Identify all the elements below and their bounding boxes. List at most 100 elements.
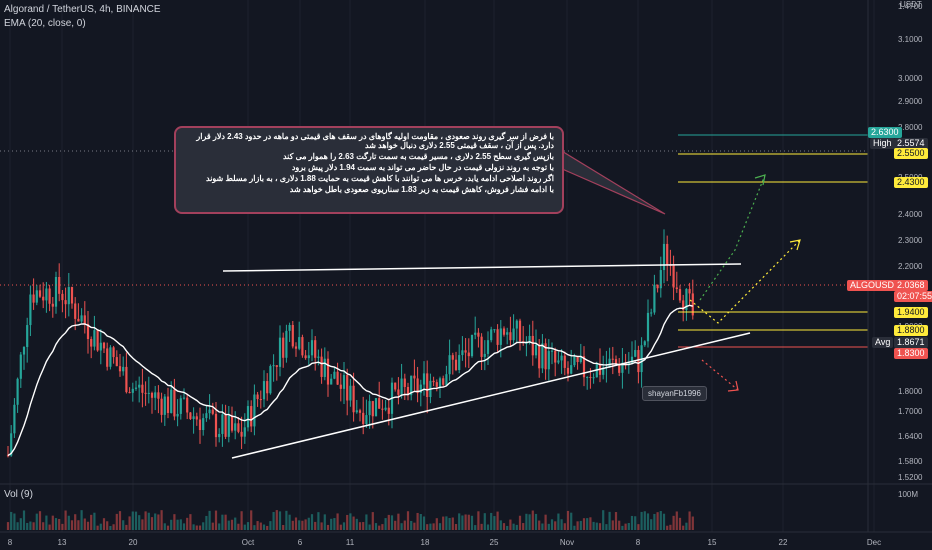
volume-bar	[554, 521, 556, 530]
volume-bar	[333, 518, 335, 530]
candle-body	[138, 385, 140, 388]
candle-body	[337, 372, 339, 385]
candle-body	[276, 365, 278, 367]
candle-body	[362, 413, 364, 424]
time-tick-label: 13	[58, 538, 67, 547]
candle-body	[439, 378, 441, 387]
volume-bar	[125, 525, 127, 530]
candle-body	[215, 414, 217, 437]
level-badge-1830: 1.8300	[894, 348, 928, 359]
candle-body	[637, 350, 639, 372]
volume-bar	[164, 523, 166, 530]
volume-bar	[474, 525, 476, 530]
candle-body	[535, 345, 537, 356]
volume-bar	[317, 512, 319, 530]
ema-legend[interactable]: EMA (20, close, 0)	[4, 18, 86, 29]
volume-bar	[260, 523, 262, 530]
candle-body	[461, 350, 463, 355]
volume-bar	[202, 522, 204, 530]
volume-bar	[442, 517, 444, 530]
volume-bar	[660, 511, 662, 530]
volume-bar	[71, 520, 73, 530]
volume-bar	[618, 521, 620, 530]
candle-body	[199, 419, 201, 430]
volume-bar	[525, 514, 527, 530]
volume-bar	[65, 511, 67, 530]
candle-body	[173, 390, 175, 417]
candle-body	[650, 312, 652, 313]
volume-bar	[596, 523, 598, 530]
note-line-1: با فرض از سر گیری روند صعودی ، مقاومت او…	[184, 132, 554, 150]
volume-bar	[177, 520, 179, 530]
author-tag[interactable]: shayanFb1996	[642, 386, 707, 401]
volume-bar	[625, 524, 627, 530]
volume-bar	[647, 513, 649, 530]
candle-body	[93, 330, 95, 346]
candle-body	[177, 414, 179, 417]
candle-body	[487, 340, 489, 354]
price-axis: 3.10003.00002.90002.80002.70002.50002.40…	[898, 0, 923, 499]
candle-body	[90, 339, 92, 347]
candle-body	[484, 354, 486, 357]
volume-bar	[295, 517, 297, 530]
volume-bar	[292, 521, 294, 530]
volume-bar	[135, 512, 137, 530]
candle-body	[359, 410, 361, 413]
candle-body	[372, 401, 374, 416]
candle-body	[81, 315, 83, 321]
volume-bar	[538, 521, 540, 530]
candle-body	[586, 377, 588, 378]
volume-bar	[583, 518, 585, 530]
candle-body	[65, 300, 67, 304]
candle-body	[135, 388, 137, 389]
volume-bar	[189, 514, 191, 530]
candle-body	[551, 351, 553, 352]
volume-bar	[330, 519, 332, 530]
level-badge-1940: 1.9400	[894, 307, 928, 318]
price-tick-label: 3.0000	[898, 74, 923, 83]
candle-body	[548, 351, 550, 369]
volume-bar	[593, 522, 595, 530]
price-tick-label: 2.3000	[898, 236, 923, 245]
time-tick-label: 15	[708, 538, 717, 547]
volume-bar	[378, 526, 380, 530]
volume-bar	[634, 516, 636, 530]
volume-bar	[605, 524, 607, 530]
volume-bar	[500, 520, 502, 530]
price-tick-label: 2.4000	[898, 210, 923, 219]
volume-bar	[493, 516, 495, 530]
time-axis: 8 13 20 Oct 6 11 18 25 Nov 8 15 22 Dec	[8, 538, 881, 547]
candle-body	[113, 347, 115, 357]
volume-bar	[602, 510, 604, 530]
volume-bar	[381, 524, 383, 530]
candle-body	[673, 265, 675, 287]
volume-bar	[103, 518, 105, 530]
candle-body	[71, 287, 73, 303]
volume-bar	[397, 514, 399, 530]
level-badge-2630: 2.6300	[868, 127, 902, 138]
candle-body	[573, 357, 575, 365]
time-tick-label: 25	[490, 538, 499, 547]
volume-bar	[61, 524, 63, 530]
volume-bar	[97, 526, 99, 530]
candle-body	[311, 340, 313, 355]
volume-bar	[154, 513, 156, 530]
volume-bar	[391, 515, 393, 530]
price-tick-label: 2.9000	[898, 97, 923, 106]
volume-legend[interactable]: Vol (9)	[4, 489, 33, 500]
volume-bar	[199, 526, 201, 530]
candle-body	[343, 375, 345, 389]
volume-bar	[650, 519, 652, 530]
volume-bar	[77, 520, 79, 530]
volume-bar	[663, 514, 665, 530]
price-tick-label: 2.2000	[898, 262, 923, 271]
volume-bar	[327, 525, 329, 530]
analysis-note[interactable]: با فرض از سر گیری روند صعودی ، مقاومت او…	[174, 126, 564, 214]
symbol-legend[interactable]: Algorand / TetherUS, 4h, BINANCE	[4, 4, 161, 15]
volume-bar	[337, 513, 339, 530]
candle-body	[516, 321, 518, 329]
volume-bar	[279, 511, 281, 530]
volume-bar	[269, 521, 271, 530]
candle-body	[346, 375, 348, 400]
